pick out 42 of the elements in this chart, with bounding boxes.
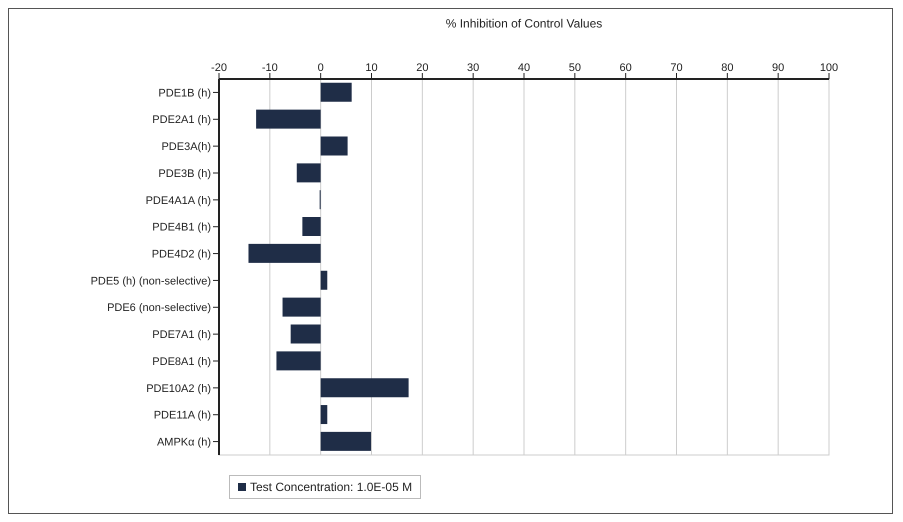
y-tick-label: PDE11A (h) — [154, 410, 211, 422]
x-tick-label: 40 — [518, 62, 530, 74]
x-tick-label: 10 — [365, 62, 378, 74]
bar — [256, 110, 321, 129]
x-tick-label: 80 — [721, 62, 734, 74]
x-tick-label: 60 — [620, 62, 632, 74]
y-tick-label: PDE4D2 (h) — [152, 248, 211, 260]
x-tick-label: 100 — [820, 62, 838, 74]
x-tick-label: -10 — [262, 62, 278, 74]
x-tick-label: 0 — [318, 62, 324, 74]
y-tick-label: PDE4A1A (h) — [146, 194, 211, 207]
bar — [282, 298, 321, 317]
bar — [320, 378, 409, 398]
x-tick-label: 50 — [568, 62, 581, 74]
y-tick-label: PDE10A2 (h) — [146, 382, 211, 395]
y-tick-label: AMPKα (h) — [156, 436, 211, 448]
bar — [302, 217, 321, 236]
bar — [320, 405, 328, 424]
x-tick-label: 90 — [772, 62, 784, 74]
x-tick-label: 30 — [467, 62, 480, 74]
bar — [290, 324, 321, 344]
x-tick-label: -20 — [211, 62, 227, 74]
y-tick-label: PDE6 (non-selective) — [107, 302, 211, 314]
y-tick-label: PDE3B (h) — [158, 168, 211, 180]
bar — [320, 136, 348, 156]
bar — [320, 270, 328, 290]
bar — [248, 244, 321, 263]
x-tick-label: 20 — [416, 62, 428, 74]
y-tick-label: PDE4B1 (h) — [152, 222, 211, 234]
legend-label: Test Concentration: 1.0E-05 M — [249, 480, 412, 494]
y-tick-label: PDE5 (h) (non-selective) — [90, 275, 211, 288]
y-tick-label: PDE7A1 (h) — [152, 329, 211, 342]
bar — [320, 432, 371, 451]
y-tick-label: PDE3A(h) — [161, 141, 211, 154]
bar — [296, 163, 321, 182]
y-tick-label: PDE2A1 (h) — [152, 114, 211, 126]
y-tick-label: PDE1B (h) — [158, 87, 211, 100]
y-tick-label: PDE8A1 (h) — [152, 356, 211, 368]
bar — [320, 82, 352, 102]
x-axis-title: % Inhibition of Control Values — [446, 16, 602, 31]
x-tick-label: 70 — [670, 62, 683, 74]
bar — [276, 351, 321, 370]
